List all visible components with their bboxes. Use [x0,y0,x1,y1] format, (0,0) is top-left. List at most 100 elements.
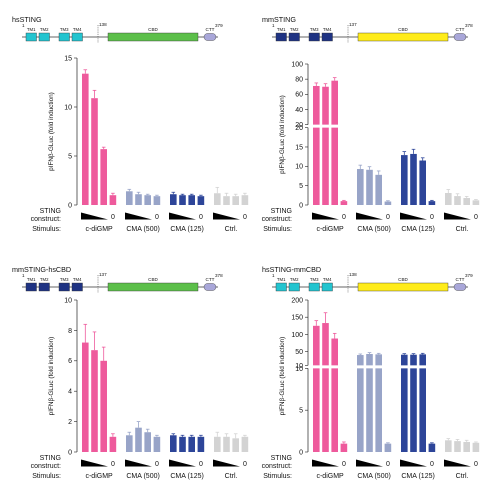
y-axis-label: pIFNβ-GLuc (fold induction) [48,92,55,171]
row-label-construct: construct: [262,216,292,223]
residue-cut-label: 138 [99,22,107,27]
y-tick-label: 15 [64,55,72,62]
tm-label: TM3 [60,277,69,282]
bar [428,201,436,205]
tm-label: TM3 [310,27,319,32]
bar [445,193,452,205]
bar [91,98,98,205]
bar-upper [331,338,338,366]
y-tick-label: 10 [295,366,303,373]
bar-upper [322,86,329,125]
stimulus-label: Ctrl. [456,226,469,233]
row-label-sting: STING [271,455,292,462]
tm-domain-2 [38,32,50,42]
stimulus-label: CMA (500) [357,226,390,233]
cbd-label: CBD [398,277,408,282]
bar [135,194,142,205]
zero-dose-label: 0 [155,461,159,468]
bar [241,436,249,452]
residue-start-label: 1 [22,273,25,278]
dose-wedge [312,459,339,467]
cbd-domain [357,282,449,292]
y-tick-label: 100 [291,61,303,68]
dose-wedge [125,212,152,220]
tm-domain-1 [275,282,287,292]
tm-domain-1 [275,32,287,42]
row-label-stimulus: Stimulus: [32,473,61,480]
zero-dose-label: 0 [243,461,247,468]
bar [472,200,480,205]
zero-dose-label: 0 [430,461,434,468]
zero-dose-label: 0 [111,214,115,221]
bar [445,440,452,452]
y-tick-label: 0 [299,202,303,209]
bar-lower [366,368,373,452]
zero-dose-label: 0 [342,461,346,468]
tm-domain-1 [25,282,37,292]
bar-upper [313,85,320,125]
bar [109,436,117,452]
stimulus-label: Ctrl. [225,473,238,480]
tm-domain-2 [38,282,50,292]
y-tick-label: 10 [295,164,303,171]
row-label-sting: STING [40,208,61,215]
stimulus-label: CMA (500) [126,473,159,480]
y-tick-label: 50 [295,349,303,356]
y-tick-label: 0 [299,449,303,456]
bar [197,196,205,205]
y-tick-label: 100 [291,332,303,339]
stimulus-label: c-diGMP [85,226,113,233]
bar [153,436,161,452]
bar [82,342,89,452]
y-tick-label: 10 [64,104,72,111]
y-tick-label: 0 [68,449,72,456]
bar [109,195,117,205]
cbd-label: CBD [148,277,158,282]
y-tick-label: 10 [295,363,303,370]
tm-label: TM1 [27,27,36,32]
zero-dose-label: 0 [474,461,478,468]
construct-title: mmSTING [262,15,296,24]
y-tick-label: 20 [295,122,303,129]
bar [241,195,249,205]
bar [340,443,348,452]
stimulus-label: CMA (125) [170,473,203,480]
bar-lower [313,368,320,452]
bar [91,350,98,452]
zero-dose-label: 0 [342,214,346,221]
tm-domain-3 [58,282,70,292]
stimulus-label: CMA (500) [357,473,390,480]
tm-domain-1 [25,32,37,42]
bar-upper [410,354,417,366]
bar [135,427,142,452]
tm-domain-3 [308,32,320,42]
zero-dose-label: 0 [199,214,203,221]
tm-domain-4 [71,282,83,292]
tm-label: TM1 [277,27,286,32]
dose-wedge [356,212,383,220]
bar [419,160,426,205]
bar [144,432,151,452]
cbd-domain [107,282,199,292]
y-tick-label: 10 [64,297,72,304]
bar [188,436,195,452]
bar [454,196,461,205]
bar [340,201,348,205]
y-axis-label: pIFNβ-GLuc (fold induction) [279,95,286,174]
cbd-domain [107,32,199,42]
tm-domain-3 [58,32,70,42]
row-label-stimulus: Stimulus: [263,473,292,480]
bar [223,436,230,452]
dose-wedge [444,212,471,220]
tm-domain-4 [71,32,83,42]
y-tick-label: 80 [295,77,303,84]
bar [144,195,151,205]
tm-label: TM2 [290,277,299,282]
bar [197,436,205,452]
cbd-label: CBD [148,27,158,32]
bar-lower [313,127,320,205]
bar-upper [419,354,426,366]
dose-wedge [81,459,108,467]
